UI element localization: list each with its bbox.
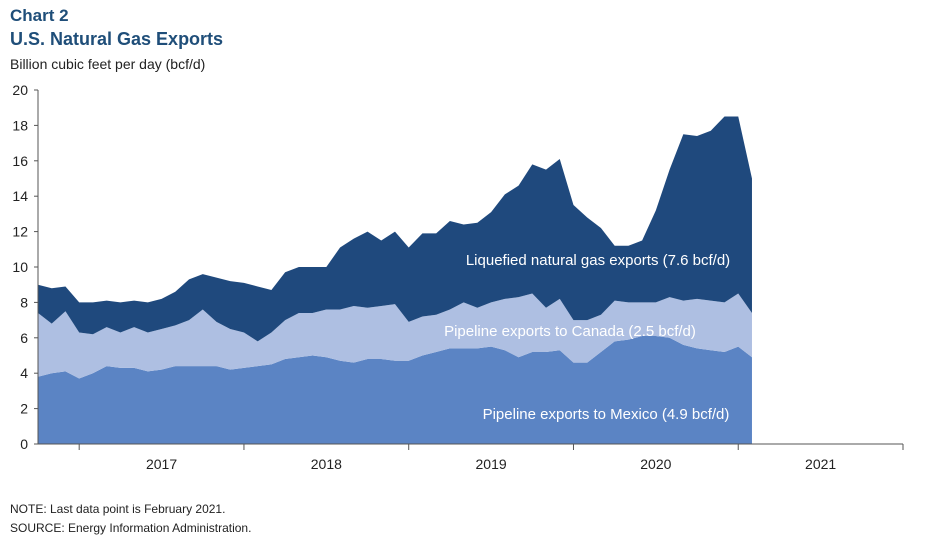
x-year-label: 2021 bbox=[805, 456, 836, 472]
y-tick-label: 4 bbox=[20, 365, 28, 381]
y-tick-label: 18 bbox=[12, 117, 28, 133]
y-tick-label: 2 bbox=[20, 401, 28, 417]
area-canada bbox=[38, 293, 752, 379]
y-tick-label: 0 bbox=[20, 436, 28, 452]
chart-note: NOTE: Last data point is February 2021. bbox=[10, 502, 226, 516]
chart-units-label: Billion cubic feet per day (bcf/d) bbox=[10, 56, 206, 72]
chart-axes: 0 2 4 6 8 10 12 14 16 18 20 2017 2018 2019 2020 2021 bbox=[12, 82, 904, 472]
area-lng bbox=[38, 116, 752, 342]
chart-title: U.S. Natural Gas Exports bbox=[10, 29, 224, 49]
series-areas bbox=[38, 116, 752, 444]
series-labels: Liquefied natural gas exports (7.6 bcf/d… bbox=[444, 252, 730, 423]
y-tick-label: 6 bbox=[20, 330, 28, 346]
series-label-mexico: Pipeline exports to Mexico (4.9 bcf/d) bbox=[483, 406, 730, 423]
x-year-label: 2018 bbox=[311, 456, 342, 472]
chart-source: SOURCE: Energy Information Administratio… bbox=[10, 521, 252, 535]
x-year-label: 2019 bbox=[476, 456, 507, 472]
y-tick-label: 10 bbox=[12, 259, 28, 275]
y-tick-label: 12 bbox=[12, 224, 28, 240]
x-year-label: 2020 bbox=[640, 456, 671, 472]
area-mexico bbox=[38, 336, 752, 444]
y-tick-label: 14 bbox=[12, 188, 28, 204]
chart-label: Chart 2 bbox=[10, 6, 69, 25]
y-tick-label: 8 bbox=[20, 294, 28, 310]
x-year-label: 2017 bbox=[146, 456, 177, 472]
series-label-canada: Pipeline exports to Canada (2.5 bcf/d) bbox=[444, 323, 696, 340]
y-tick-label: 16 bbox=[12, 153, 28, 169]
series-label-lng: Liquefied natural gas exports (7.6 bcf/d… bbox=[466, 252, 730, 269]
y-tick-label: 20 bbox=[12, 82, 28, 98]
